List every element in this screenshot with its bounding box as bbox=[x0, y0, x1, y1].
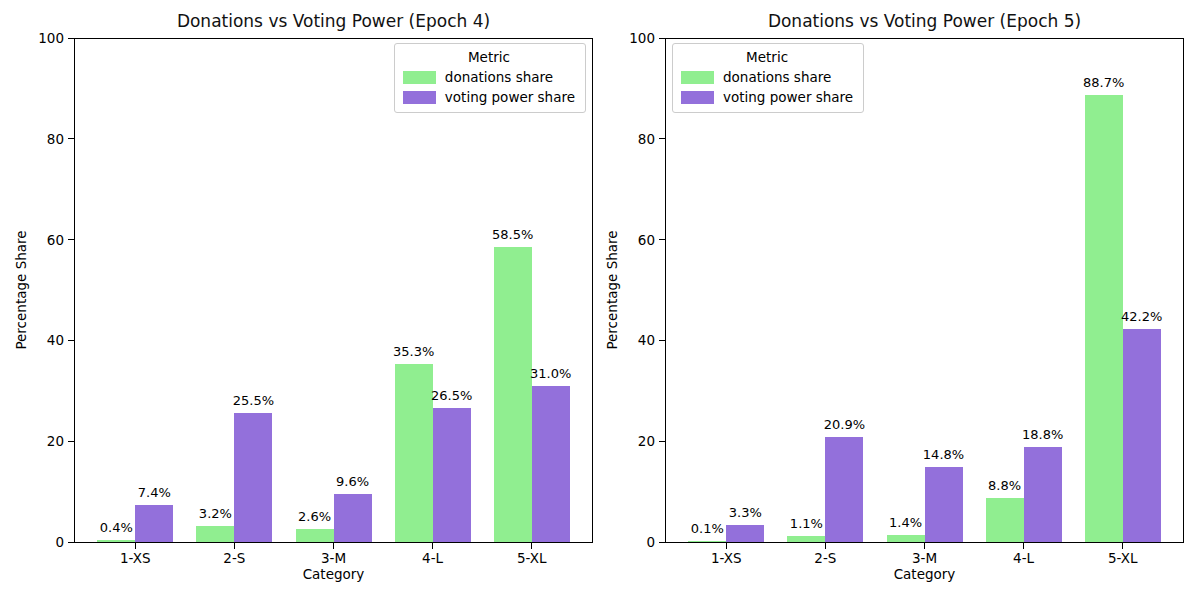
x-tick-label: 5-XL bbox=[1078, 550, 1168, 566]
y-tick-mark bbox=[68, 542, 74, 543]
bar-voting-power-share bbox=[433, 408, 471, 542]
y-tick-label: 100 bbox=[22, 30, 64, 46]
x-tick-label: 5-XL bbox=[487, 550, 577, 566]
legend-item: voting power share bbox=[681, 89, 853, 105]
value-label: 31.0% bbox=[516, 366, 586, 381]
y-tick-mark bbox=[659, 38, 665, 39]
bar-donations-share bbox=[787, 536, 825, 542]
x-tick-mark bbox=[432, 543, 433, 549]
value-label: 7.4% bbox=[119, 485, 189, 500]
legend-label: donations share bbox=[723, 69, 831, 85]
bar-voting-power-share bbox=[334, 494, 372, 542]
value-label: 25.5% bbox=[218, 393, 288, 408]
bar-voting-power-share bbox=[925, 467, 963, 542]
bar-voting-power-share bbox=[726, 525, 764, 542]
legend-label: voting power share bbox=[445, 89, 575, 105]
x-tick-label: 1-XS bbox=[90, 550, 180, 566]
y-tick-label: 40 bbox=[22, 332, 64, 348]
y-tick-label: 20 bbox=[613, 433, 655, 449]
y-tick-label: 0 bbox=[613, 534, 655, 550]
y-tick-mark bbox=[659, 441, 665, 442]
legend-label: donations share bbox=[445, 69, 553, 85]
y-tick-label: 60 bbox=[613, 232, 655, 248]
bar-voting-power-share bbox=[1123, 329, 1161, 542]
x-tick-mark bbox=[825, 543, 826, 549]
legend-item: donations share bbox=[681, 69, 853, 85]
value-label: 20.9% bbox=[809, 417, 879, 432]
y-axis-label-epoch4: Percentage Share bbox=[13, 38, 29, 542]
figure: Donations vs Voting Power (Epoch 4) Cate… bbox=[0, 0, 1200, 600]
y-tick-mark bbox=[659, 138, 665, 139]
bar-donations-share bbox=[296, 529, 334, 542]
y-axis-label-epoch5: Percentage Share bbox=[604, 38, 620, 542]
y-tick-mark bbox=[68, 239, 74, 240]
legend-swatch-voting-power-icon bbox=[403, 91, 436, 104]
bar-voting-power-share bbox=[1024, 447, 1062, 542]
value-label: 35.3% bbox=[379, 344, 449, 359]
bar-donations-share bbox=[986, 498, 1024, 542]
legend-epoch4: Metric donations share voting power shar… bbox=[394, 43, 586, 113]
legend-swatch-voting-power-icon bbox=[681, 91, 714, 104]
legend-epoch5: Metric donations share voting power shar… bbox=[672, 43, 864, 113]
y-tick-mark bbox=[659, 542, 665, 543]
x-tick-label: 2-S bbox=[189, 550, 279, 566]
legend-title: Metric bbox=[681, 49, 853, 65]
legend-swatch-donations-icon bbox=[681, 71, 714, 84]
x-tick-mark bbox=[135, 543, 136, 549]
x-tick-mark bbox=[726, 543, 727, 549]
y-tick-label: 80 bbox=[613, 131, 655, 147]
x-tick-label: 3-M bbox=[289, 550, 379, 566]
value-label: 18.8% bbox=[1008, 427, 1078, 442]
bar-donations-share bbox=[97, 540, 135, 542]
y-tick-mark bbox=[68, 38, 74, 39]
x-tick-mark bbox=[234, 543, 235, 549]
x-axis-label-epoch5: Category bbox=[665, 566, 1184, 582]
legend-item: voting power share bbox=[403, 89, 575, 105]
bar-donations-share bbox=[688, 541, 726, 542]
x-tick-mark bbox=[333, 543, 334, 549]
y-tick-label: 20 bbox=[22, 433, 64, 449]
y-tick-label: 60 bbox=[22, 232, 64, 248]
x-tick-label: 4-L bbox=[979, 550, 1069, 566]
y-tick-label: 40 bbox=[613, 332, 655, 348]
value-label: 88.7% bbox=[1069, 75, 1139, 90]
bar-donations-share bbox=[494, 247, 532, 542]
bar-voting-power-share bbox=[234, 413, 272, 542]
x-tick-label: 1-XS bbox=[681, 550, 771, 566]
x-tick-mark bbox=[924, 543, 925, 549]
y-tick-mark bbox=[68, 441, 74, 442]
x-tick-label: 3-M bbox=[880, 550, 970, 566]
y-tick-label: 100 bbox=[613, 30, 655, 46]
chart-title-epoch5: Donations vs Voting Power (Epoch 5) bbox=[665, 11, 1184, 31]
bar-donations-share bbox=[196, 526, 234, 542]
x-tick-mark bbox=[531, 543, 532, 549]
y-tick-label: 0 bbox=[22, 534, 64, 550]
y-tick-mark bbox=[659, 239, 665, 240]
bar-voting-power-share bbox=[135, 505, 173, 542]
bar-donations-share bbox=[887, 535, 925, 542]
y-tick-mark bbox=[68, 340, 74, 341]
legend-title: Metric bbox=[403, 49, 575, 65]
legend-swatch-donations-icon bbox=[403, 71, 436, 84]
y-tick-label: 80 bbox=[22, 131, 64, 147]
y-tick-mark bbox=[68, 138, 74, 139]
chart-title-epoch4: Donations vs Voting Power (Epoch 4) bbox=[74, 11, 593, 31]
value-label: 42.2% bbox=[1107, 309, 1177, 324]
value-label: 9.6% bbox=[318, 474, 388, 489]
legend-label: voting power share bbox=[723, 89, 853, 105]
x-tick-mark bbox=[1023, 543, 1024, 549]
y-tick-mark bbox=[659, 340, 665, 341]
x-tick-mark bbox=[1122, 543, 1123, 549]
value-label: 14.8% bbox=[909, 447, 979, 462]
value-label: 58.5% bbox=[478, 227, 548, 242]
bar-voting-power-share bbox=[825, 437, 863, 542]
x-tick-label: 4-L bbox=[388, 550, 478, 566]
legend-item: donations share bbox=[403, 69, 575, 85]
bar-voting-power-share bbox=[532, 386, 570, 542]
value-label: 26.5% bbox=[417, 388, 487, 403]
value-label: 3.3% bbox=[710, 505, 780, 520]
x-tick-label: 2-S bbox=[780, 550, 870, 566]
x-axis-label-epoch4: Category bbox=[74, 566, 593, 582]
